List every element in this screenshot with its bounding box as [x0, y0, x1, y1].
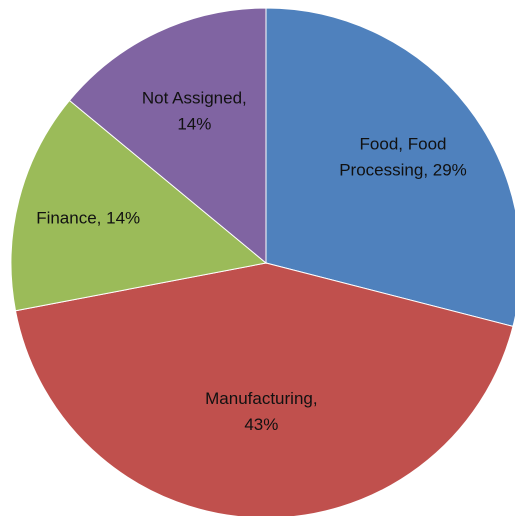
- pie-slice-not-assigned: [68, 7, 267, 265]
- pie-label-not-assigned: Not Assigned, 14%: [142, 89, 247, 134]
- pie-label-manufacturing: Manufacturing, 43%: [205, 389, 317, 434]
- pie-label-food-food-processing: Food, Food Processing, 29%: [339, 135, 467, 180]
- pie-slice-manufacturing: [14, 262, 514, 516]
- pie-label-line: Food, Food: [360, 135, 447, 154]
- pie-label-line: Manufacturing,: [205, 389, 317, 408]
- pie-label-line: 43%: [244, 415, 278, 434]
- pie-slice-food-food-processing: [265, 7, 515, 328]
- pie-slice-finance: [10, 99, 268, 312]
- pie-label-line: Finance, 14%: [36, 208, 140, 227]
- pie-label-line: Processing, 29%: [339, 161, 467, 180]
- pie-label-line: Not Assigned,: [142, 89, 247, 108]
- pie-label-finance: Finance, 14%: [36, 208, 140, 227]
- pie-label-line: 14%: [177, 115, 211, 134]
